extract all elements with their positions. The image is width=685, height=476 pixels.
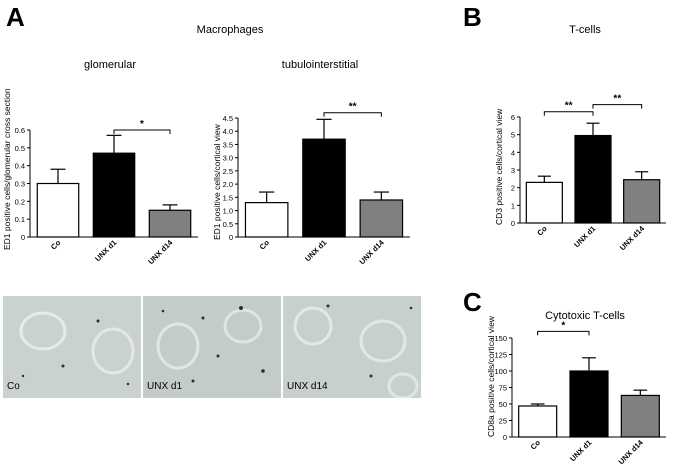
- tcell-xtick-label-2: UNX d14: [618, 223, 647, 252]
- panel-a-title: Macrophages: [196, 24, 264, 36]
- cyto-xtick-label-2: UNX d14: [617, 437, 646, 466]
- tcell-sig-bracket-1: [592, 104, 643, 109]
- cyto-ytick-label-1: 25: [499, 417, 507, 426]
- cyto-bar-0: [518, 405, 558, 438]
- cyto-ytick-label-2: 50: [499, 400, 507, 409]
- glom-sig-label-0: *: [140, 119, 144, 130]
- cyto-bar-1: [569, 370, 609, 438]
- micrograph-unx-d1: UNX d1: [143, 296, 281, 398]
- tcell-ytick-label-6: 6: [511, 113, 515, 122]
- glom-sig-bracket-0: [113, 129, 171, 134]
- glom-bar-1: [92, 152, 136, 238]
- cyto-ytick-label-6: 150: [494, 334, 507, 343]
- tub-bar-2: [359, 199, 404, 238]
- tub-sig-label-0: **: [349, 102, 357, 113]
- cyto-ytick-label-3: 75: [499, 384, 507, 393]
- tub-ytick-label-7: 3.5: [223, 140, 233, 149]
- tcell-title: T-cells: [569, 24, 601, 36]
- tub-ytick-label-9: 4.5: [223, 114, 233, 123]
- tub-ytick-label-4: 2.0: [223, 180, 233, 189]
- glom-ytick-label-5: 0.5: [15, 144, 25, 153]
- glom-bar-2: [148, 209, 192, 238]
- glom-ytick-label-1: 0.1: [15, 215, 25, 224]
- cyto-ytick-label-0: 0: [503, 433, 507, 442]
- glom-ytick-label-0: 0: [21, 233, 25, 242]
- cyto-ytick-label-4: 100: [494, 367, 507, 376]
- cyto-sig-label-0: *: [561, 320, 565, 331]
- cyto-ytick-label-5: 125: [494, 351, 507, 360]
- micrograph-co-image: [3, 296, 141, 398]
- tcell-ytick-label-0: 0: [511, 219, 515, 228]
- micrograph-co: Co: [3, 296, 141, 398]
- tcell-ytick-label-5: 5: [511, 131, 515, 140]
- tub-ytick-label-3: 1.5: [223, 193, 233, 202]
- tub-xtick-label-1: UNX d1: [303, 238, 328, 263]
- micrograph-unx-d14-image: [283, 296, 421, 398]
- glom-title: glomerular: [84, 59, 136, 71]
- tub-ytick-label-2: 1.0: [223, 207, 233, 216]
- glom-ytick-label-4: 0.4: [15, 162, 25, 171]
- tub-bar-0: [244, 202, 289, 238]
- glom-xtick-label-1: UNX d1: [93, 238, 118, 263]
- glom-bar-0: [36, 182, 80, 238]
- micrograph-co-caption: Co: [7, 381, 20, 392]
- micrograph-unx-d14-caption: UNX d14: [287, 381, 328, 392]
- micrograph-unx-d1-image: [143, 296, 281, 398]
- tub-title: tubulointerstitial: [281, 59, 359, 71]
- tub-ytick-label-6: 3.0: [223, 154, 233, 163]
- panel-letter-c: C: [463, 287, 482, 317]
- cyto-sig-bracket-0: [537, 330, 590, 336]
- micrograph-unx-d1-caption: UNX d1: [147, 381, 183, 392]
- tub-ytick-label-0: 0: [229, 233, 233, 242]
- panel-letter-b: B: [463, 2, 482, 32]
- glom-xtick-label-0: Co: [49, 238, 63, 252]
- tcell-bar-0: [525, 181, 563, 224]
- glom-ytick-label-3: 0.3: [15, 180, 25, 189]
- tub-xtick-label-0: Co: [258, 238, 272, 252]
- tcell-xtick-label-1: UNX d1: [572, 224, 597, 249]
- tcell-ytick-label-2: 2: [511, 184, 515, 193]
- tcell-sig-label-1: **: [613, 94, 621, 105]
- cyto-xtick-label-0: Co: [529, 438, 543, 452]
- tub-ytick-label-5: 2.5: [223, 167, 233, 176]
- tcell-bar-1: [574, 134, 612, 224]
- tcell-sig-bracket-0: [543, 111, 594, 116]
- cyto-title: Cytotoxic T-cells: [545, 310, 625, 322]
- tcell-ytick-label-3: 3: [511, 166, 515, 175]
- tcell-sig-label-0: **: [565, 101, 573, 112]
- tub-sig-bracket-0: [323, 112, 382, 117]
- tcell-ytick-label-4: 4: [511, 148, 515, 157]
- micrograph-unx-d14: UNX d14: [283, 296, 421, 398]
- tub-ytick-label-8: 4.0: [223, 127, 233, 136]
- cyto-bar-2: [620, 394, 660, 438]
- tcell-ytick-label-1: 1: [511, 201, 515, 210]
- tub-ytick-label-1: 0.5: [223, 220, 233, 229]
- glom-ytick-label-6: 0.6: [15, 126, 25, 135]
- cyto-xtick-label-1: UNX d1: [568, 438, 593, 463]
- panel-letter-a: A: [6, 2, 25, 32]
- tub-bar-1: [302, 138, 346, 238]
- tub-xtick-label-2: UNX d14: [358, 237, 387, 266]
- tcell-xtick-label-0: Co: [535, 224, 549, 238]
- glom-xtick-label-2: UNX d14: [146, 237, 175, 266]
- tcell-bar-2: [623, 179, 661, 224]
- glom-ytick-label-2: 0.2: [15, 197, 25, 206]
